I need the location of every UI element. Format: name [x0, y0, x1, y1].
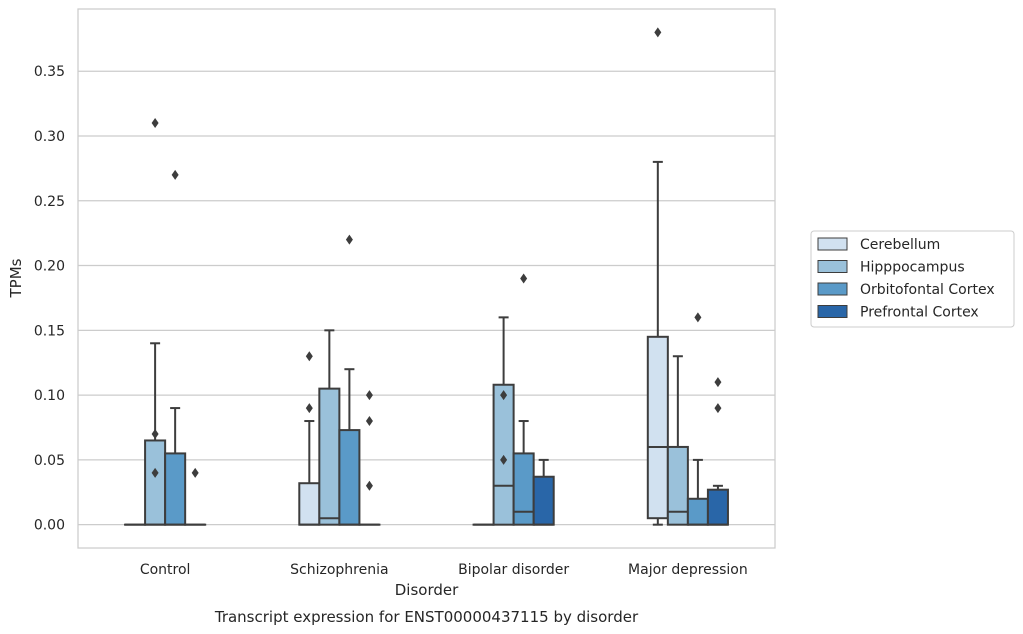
outlier-point [500, 454, 508, 465]
box [706, 488, 729, 526]
box [666, 445, 689, 526]
box-group [184, 467, 207, 526]
outlier-point [520, 273, 528, 284]
legend-frame [810, 230, 1015, 328]
outlier-point [365, 480, 373, 491]
outlier-point [654, 27, 662, 38]
box-group [646, 27, 669, 526]
outlier-point [714, 377, 722, 388]
y-tick-label: 0.05 [34, 453, 65, 469]
y-tick-label: 0.30 [34, 129, 65, 145]
plot-frame [77, 8, 776, 549]
box-group [144, 118, 167, 526]
outlier-point [191, 467, 199, 478]
outlier-point [151, 467, 159, 478]
box-group [338, 234, 361, 526]
box [512, 452, 535, 526]
legend-label: Cerebellum [860, 237, 940, 253]
chart-caption: Transcript expression for ENST0000043711… [214, 608, 639, 626]
outlier-point [171, 169, 179, 180]
y-axis-label: TPMs [7, 258, 25, 298]
legend-swatch [817, 237, 848, 251]
outlier-point [151, 428, 159, 439]
box [646, 335, 669, 520]
legend-label: Prefrontal Cortex [860, 305, 979, 321]
box [532, 475, 555, 526]
legend-swatch [817, 282, 848, 296]
y-tick-label: 0.15 [34, 323, 65, 339]
outlier-point [500, 390, 508, 401]
legend-label: Hipppocampus [860, 260, 965, 276]
x-tick-labels: Control Schizophrenia Bipolar disorder Majo… [140, 562, 748, 578]
legend: Cerebellum Hipppocampus Orbitofontal Corte… [810, 230, 1015, 328]
x-tick-label: Control [140, 562, 191, 578]
box-group [358, 390, 381, 526]
box-group [666, 355, 689, 526]
boxes [124, 27, 729, 526]
box [338, 429, 361, 526]
outlier-point [714, 403, 722, 414]
box [318, 387, 341, 526]
box [686, 497, 709, 526]
box [164, 452, 187, 526]
box-group [492, 316, 515, 526]
x-tick-label: Major depression [628, 562, 748, 578]
x-tick-label: Bipolar disorder [458, 562, 569, 578]
box [492, 383, 515, 526]
legend-swatch [817, 305, 848, 318]
box [298, 482, 321, 526]
y-tick-label: 0.25 [34, 194, 65, 210]
y-tick-label: 0.10 [34, 388, 65, 404]
x-axis-label: Disorder [395, 581, 459, 599]
box-group [164, 169, 187, 526]
outlier-point [365, 390, 373, 401]
box-group [532, 458, 555, 526]
outlier-point [694, 312, 702, 323]
y-tick-labels: 0.00 0.05 0.10 0.15 0.20 0.25 0.30 0.35 [34, 64, 65, 533]
box [144, 439, 167, 526]
y-tick-label: 0.35 [34, 64, 65, 80]
legend-label: Orbitofontal Cortex [860, 282, 995, 298]
y-tick-label: 0.20 [34, 259, 65, 275]
outlier-point [305, 403, 313, 414]
box-group [318, 329, 341, 526]
outlier-point [305, 351, 313, 362]
outlier-point [151, 118, 159, 129]
outlier-point [345, 234, 353, 245]
y-tick-label: 0.00 [34, 518, 65, 534]
box-group [706, 377, 729, 526]
legend-swatch [817, 260, 848, 273]
outlier-point [365, 416, 373, 427]
x-tick-label: Schizophrenia [290, 562, 388, 578]
